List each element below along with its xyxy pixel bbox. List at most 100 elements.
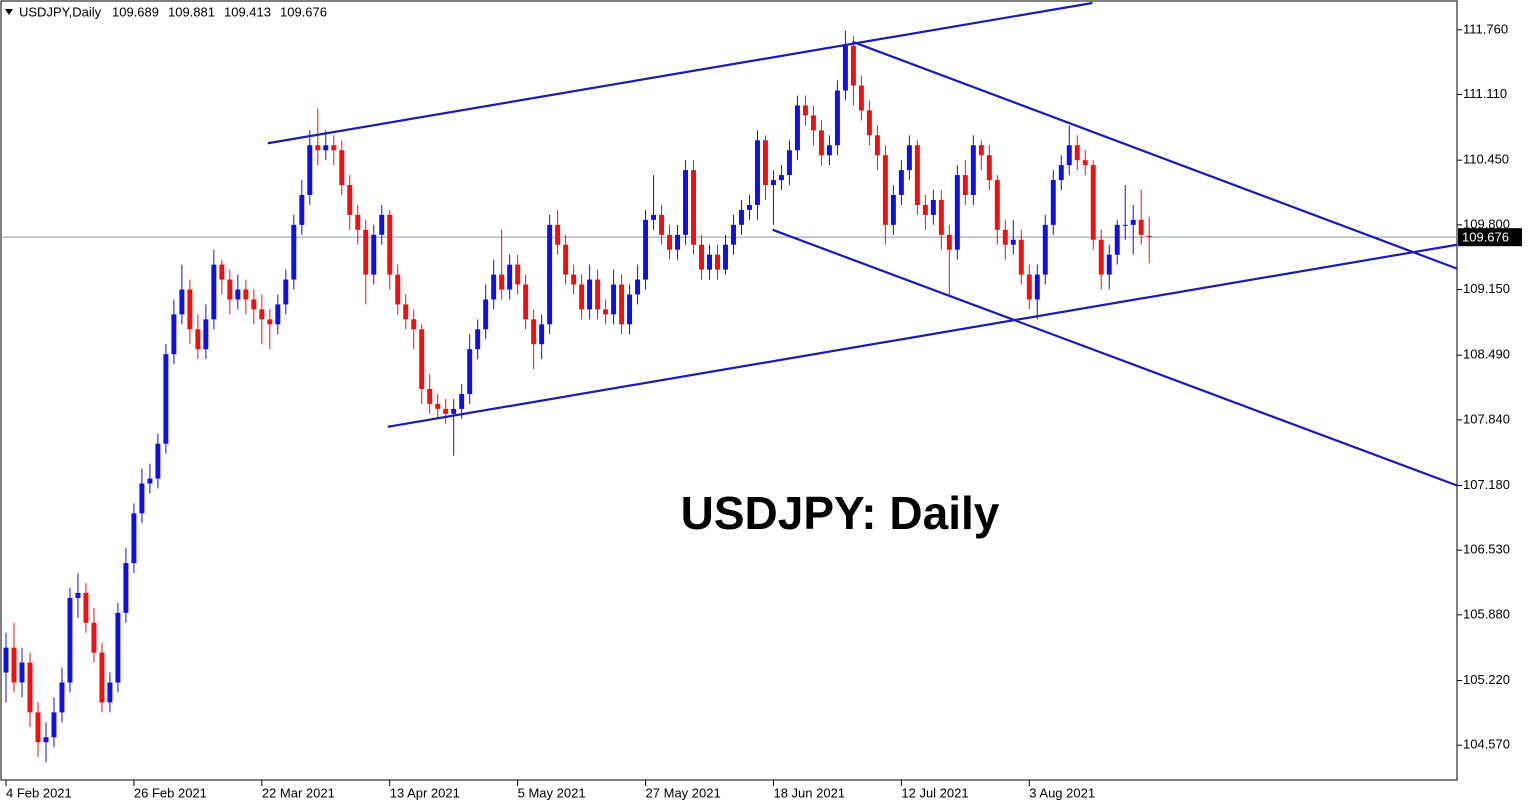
candle-body xyxy=(435,403,441,409)
candle-body xyxy=(539,324,545,345)
candle-body xyxy=(994,180,1000,230)
candle-body xyxy=(946,234,952,250)
candle-body xyxy=(1026,274,1032,300)
candle-body xyxy=(731,224,736,245)
candle-body xyxy=(659,214,665,235)
candle-body xyxy=(978,145,984,156)
candle-body xyxy=(850,45,856,86)
x-tick-label: 22 Mar 2021 xyxy=(262,785,335,800)
candle-body xyxy=(155,443,161,479)
candle-body xyxy=(986,155,992,181)
y-tick-label: 108.490 xyxy=(1463,347,1510,362)
candle-body xyxy=(715,254,720,270)
candle-body xyxy=(531,319,537,345)
candle-body xyxy=(107,682,113,703)
candle-body xyxy=(179,289,185,315)
candle-body xyxy=(1122,224,1128,226)
candle-body xyxy=(667,234,673,250)
candle-body xyxy=(347,185,353,215)
candle-body xyxy=(906,145,912,171)
x-tick-label: 5 May 2021 xyxy=(518,785,586,800)
candle-body xyxy=(683,170,689,235)
candle-body xyxy=(291,224,297,280)
y-tick-label: 105.880 xyxy=(1463,606,1510,621)
candle-body xyxy=(411,319,417,330)
trend-line xyxy=(852,40,1458,270)
symbol-label: USDJPY,Daily xyxy=(19,4,102,19)
candle-body xyxy=(611,284,617,315)
candle-body xyxy=(523,284,529,320)
candle-body xyxy=(483,299,489,330)
candle-body xyxy=(11,647,17,683)
candle-body xyxy=(419,329,425,390)
menu-arrow xyxy=(5,9,13,15)
candle-body xyxy=(1018,239,1024,275)
candle-body xyxy=(515,264,521,285)
y-tick-label: 105.220 xyxy=(1463,672,1510,687)
x-tick-label: 26 Feb 2021 xyxy=(134,785,207,800)
candle-body xyxy=(882,155,888,225)
candle-body xyxy=(930,199,936,215)
candle-body xyxy=(627,294,633,325)
candle-body xyxy=(1066,145,1072,166)
y-tick-label: 106.530 xyxy=(1463,542,1510,557)
candle-body xyxy=(1098,239,1104,275)
candle-body xyxy=(579,284,585,310)
candle-body xyxy=(970,145,976,195)
candle-body xyxy=(331,145,337,151)
watermark-title: USDJPY: Daily xyxy=(681,487,1000,539)
candle-body xyxy=(962,175,968,195)
candle-body xyxy=(187,289,193,330)
candle-body xyxy=(1090,165,1096,240)
candle-body xyxy=(379,214,385,235)
candle-body xyxy=(858,85,864,111)
candle-body xyxy=(651,214,657,220)
candle-body xyxy=(739,209,744,225)
candle-body xyxy=(1138,219,1144,235)
candle-body xyxy=(1082,160,1088,166)
candle-body xyxy=(507,264,513,290)
candle-body xyxy=(315,145,321,151)
candle-body xyxy=(203,319,209,350)
candle-body xyxy=(555,224,561,245)
candle-body xyxy=(1074,145,1080,161)
candle-body xyxy=(1146,235,1152,238)
candle-body xyxy=(275,304,281,325)
candle-body xyxy=(235,289,241,300)
candle-body xyxy=(83,592,89,623)
candle-body xyxy=(27,662,33,713)
candle-body xyxy=(1050,180,1056,225)
candle-body xyxy=(587,279,593,310)
candle-body xyxy=(786,150,792,176)
candle-body xyxy=(547,224,553,325)
candle-body xyxy=(211,264,217,320)
candle-body xyxy=(1002,229,1008,245)
x-tick-label: 18 Jun 2021 xyxy=(773,785,845,800)
candle-body xyxy=(475,329,481,350)
candle-body xyxy=(403,304,409,320)
candle-body xyxy=(355,214,361,230)
trend-line xyxy=(267,1,1093,145)
y-tick-label: 104.570 xyxy=(1463,737,1510,752)
close-value: 109.676 xyxy=(280,4,327,19)
candle-body xyxy=(802,105,808,116)
y-tick-label: 107.180 xyxy=(1463,477,1510,492)
candle-body xyxy=(339,150,345,186)
candle-body xyxy=(874,135,880,156)
candle-body xyxy=(619,284,625,325)
candle-body xyxy=(75,592,81,598)
candle-body xyxy=(307,145,313,195)
candle-body xyxy=(43,737,49,743)
candle-body xyxy=(603,309,609,315)
candle-body xyxy=(459,393,465,409)
candle-body xyxy=(707,254,712,270)
candle-body xyxy=(3,647,9,673)
candle-body xyxy=(635,279,641,295)
x-tick-label: 4 Feb 2021 xyxy=(6,785,72,800)
candle-body xyxy=(491,274,497,300)
x-tick-label: 12 Jul 2021 xyxy=(901,785,968,800)
y-tick-label: 110.450 xyxy=(1463,152,1509,167)
candle-body xyxy=(283,279,289,305)
